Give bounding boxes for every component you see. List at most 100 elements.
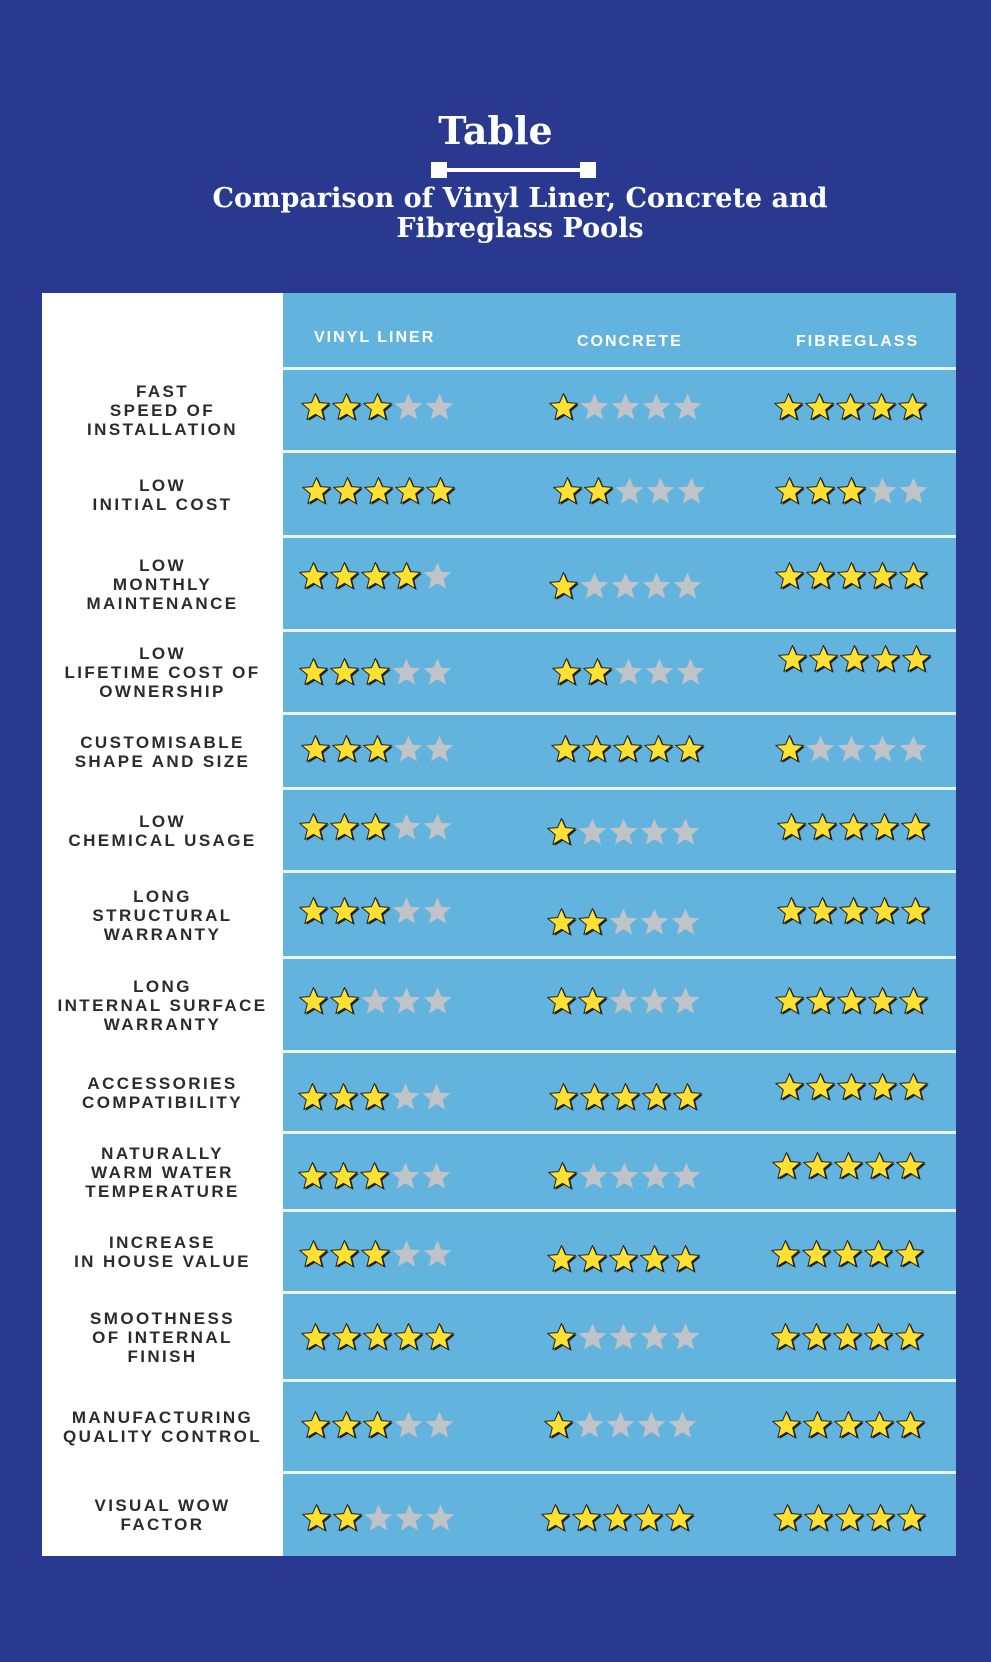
star-empty-icon	[667, 1410, 698, 1440]
star-empty-icon	[422, 657, 453, 687]
star-filled-icon	[838, 896, 869, 926]
row-label-line: SPEED OF	[109, 401, 216, 420]
rating-concrete	[548, 392, 708, 422]
row-label: SMOOTHNESS OF INTERNAL FINISH	[42, 1293, 283, 1381]
row-label: MANUFACTURING QUALITY CONTROL	[42, 1381, 283, 1473]
star-filled-icon	[865, 1503, 896, 1533]
rating-concrete	[548, 1082, 708, 1112]
star-filled-icon	[870, 644, 901, 674]
row-label: LOW LIFETIME COST OF OWNERSHIP	[42, 631, 283, 714]
star-filled-icon	[805, 986, 836, 1016]
star-empty-icon	[422, 561, 453, 591]
row-label: LOW MONTHLY MAINTENANCE	[42, 537, 283, 631]
star-empty-icon	[579, 571, 610, 601]
star-empty-icon	[393, 734, 424, 764]
star-empty-icon	[613, 657, 644, 687]
row-label: LONG INTERNAL SURFACE WARRANTY	[42, 958, 283, 1052]
star-filled-icon	[774, 561, 805, 591]
star-filled-icon	[540, 1503, 571, 1533]
star-filled-icon	[579, 1082, 610, 1112]
rating-concrete	[543, 1410, 703, 1440]
star-filled-icon	[300, 1410, 331, 1440]
star-filled-icon	[329, 657, 360, 687]
star-filled-icon	[581, 734, 612, 764]
star-filled-icon	[552, 476, 583, 506]
star-empty-icon	[639, 1322, 670, 1352]
star-empty-icon	[608, 907, 639, 937]
star-filled-icon	[548, 392, 579, 422]
star-filled-icon	[610, 1082, 641, 1112]
row-label: FAST SPEED OF INSTALLATION	[42, 369, 283, 452]
rating-concrete	[547, 1161, 707, 1191]
star-filled-icon	[863, 1239, 894, 1269]
page-subtitle: Comparison of Vinyl Liner, Concrete and …	[0, 184, 991, 244]
row-label: LOW CHEMICAL USAGE	[42, 789, 283, 872]
star-filled-icon	[331, 734, 362, 764]
bar-divider-icon	[431, 162, 596, 178]
rating-fibreglass	[774, 986, 934, 1016]
star-filled-icon	[900, 896, 931, 926]
row-label: VISUAL WOW FACTOR	[42, 1473, 283, 1556]
star-filled-icon	[898, 1072, 929, 1102]
row-label-column	[42, 293, 283, 1556]
star-empty-icon	[639, 986, 670, 1016]
star-filled-icon	[362, 392, 393, 422]
star-filled-icon	[805, 561, 836, 591]
row-label-line: LONG	[133, 976, 192, 996]
star-filled-icon	[839, 644, 870, 674]
row-label-line: STRUCTURAL	[92, 905, 233, 925]
star-empty-icon	[421, 1082, 452, 1112]
star-empty-icon	[639, 907, 670, 937]
rating-concrete	[548, 571, 708, 601]
star-filled-icon	[550, 734, 581, 764]
star-filled-icon	[774, 734, 805, 764]
rating-vinyl-liner	[298, 986, 458, 1016]
star-filled-icon	[802, 1151, 833, 1181]
star-empty-icon	[424, 734, 455, 764]
star-filled-icon	[836, 561, 867, 591]
rating-fibreglass	[776, 896, 936, 926]
rating-vinyl-liner	[298, 1239, 458, 1269]
star-empty-icon	[610, 571, 641, 601]
column-header-concrete: CONCRETE	[577, 333, 683, 350]
star-filled-icon	[360, 561, 391, 591]
star-filled-icon	[807, 896, 838, 926]
star-empty-icon	[574, 1410, 605, 1440]
star-filled-icon	[298, 657, 329, 687]
rating-concrete	[546, 907, 706, 937]
star-empty-icon	[645, 476, 676, 506]
row-label: LOW INITIAL COST	[42, 452, 283, 537]
star-empty-icon	[670, 1322, 701, 1352]
star-filled-icon	[894, 1239, 925, 1269]
star-filled-icon	[329, 986, 360, 1016]
star-filled-icon	[801, 1239, 832, 1269]
star-empty-icon	[898, 476, 929, 506]
row-label: INCREASE IN HOUSE VALUE	[42, 1211, 283, 1293]
rating-vinyl-liner	[300, 734, 460, 764]
column-header-vinyl-liner: VINYL LINER	[314, 329, 436, 346]
star-filled-icon	[869, 812, 900, 842]
rating-fibreglass	[774, 476, 934, 506]
star-empty-icon	[608, 986, 639, 1016]
star-empty-icon	[641, 392, 672, 422]
star-filled-icon	[362, 1322, 393, 1352]
star-filled-icon	[774, 476, 805, 506]
row-label-line: SHAPE AND SIZE	[74, 751, 251, 771]
row-label-line: FACTOR	[120, 1514, 205, 1534]
rating-fibreglass	[774, 1072, 934, 1102]
rating-vinyl-liner	[297, 1082, 457, 1112]
star-filled-icon	[577, 907, 608, 937]
star-empty-icon	[670, 986, 701, 1016]
star-filled-icon	[803, 1503, 834, 1533]
star-empty-icon	[422, 896, 453, 926]
star-filled-icon	[832, 1239, 863, 1269]
star-filled-icon	[835, 392, 866, 422]
star-filled-icon	[329, 896, 360, 926]
row-label-line: INTERNAL SURFACE	[57, 995, 268, 1015]
star-filled-icon	[571, 1503, 602, 1533]
star-filled-icon	[670, 1244, 701, 1274]
star-empty-icon	[608, 1322, 639, 1352]
row-label-line: LOW	[139, 555, 186, 575]
star-empty-icon	[608, 817, 639, 847]
star-filled-icon	[867, 561, 898, 591]
